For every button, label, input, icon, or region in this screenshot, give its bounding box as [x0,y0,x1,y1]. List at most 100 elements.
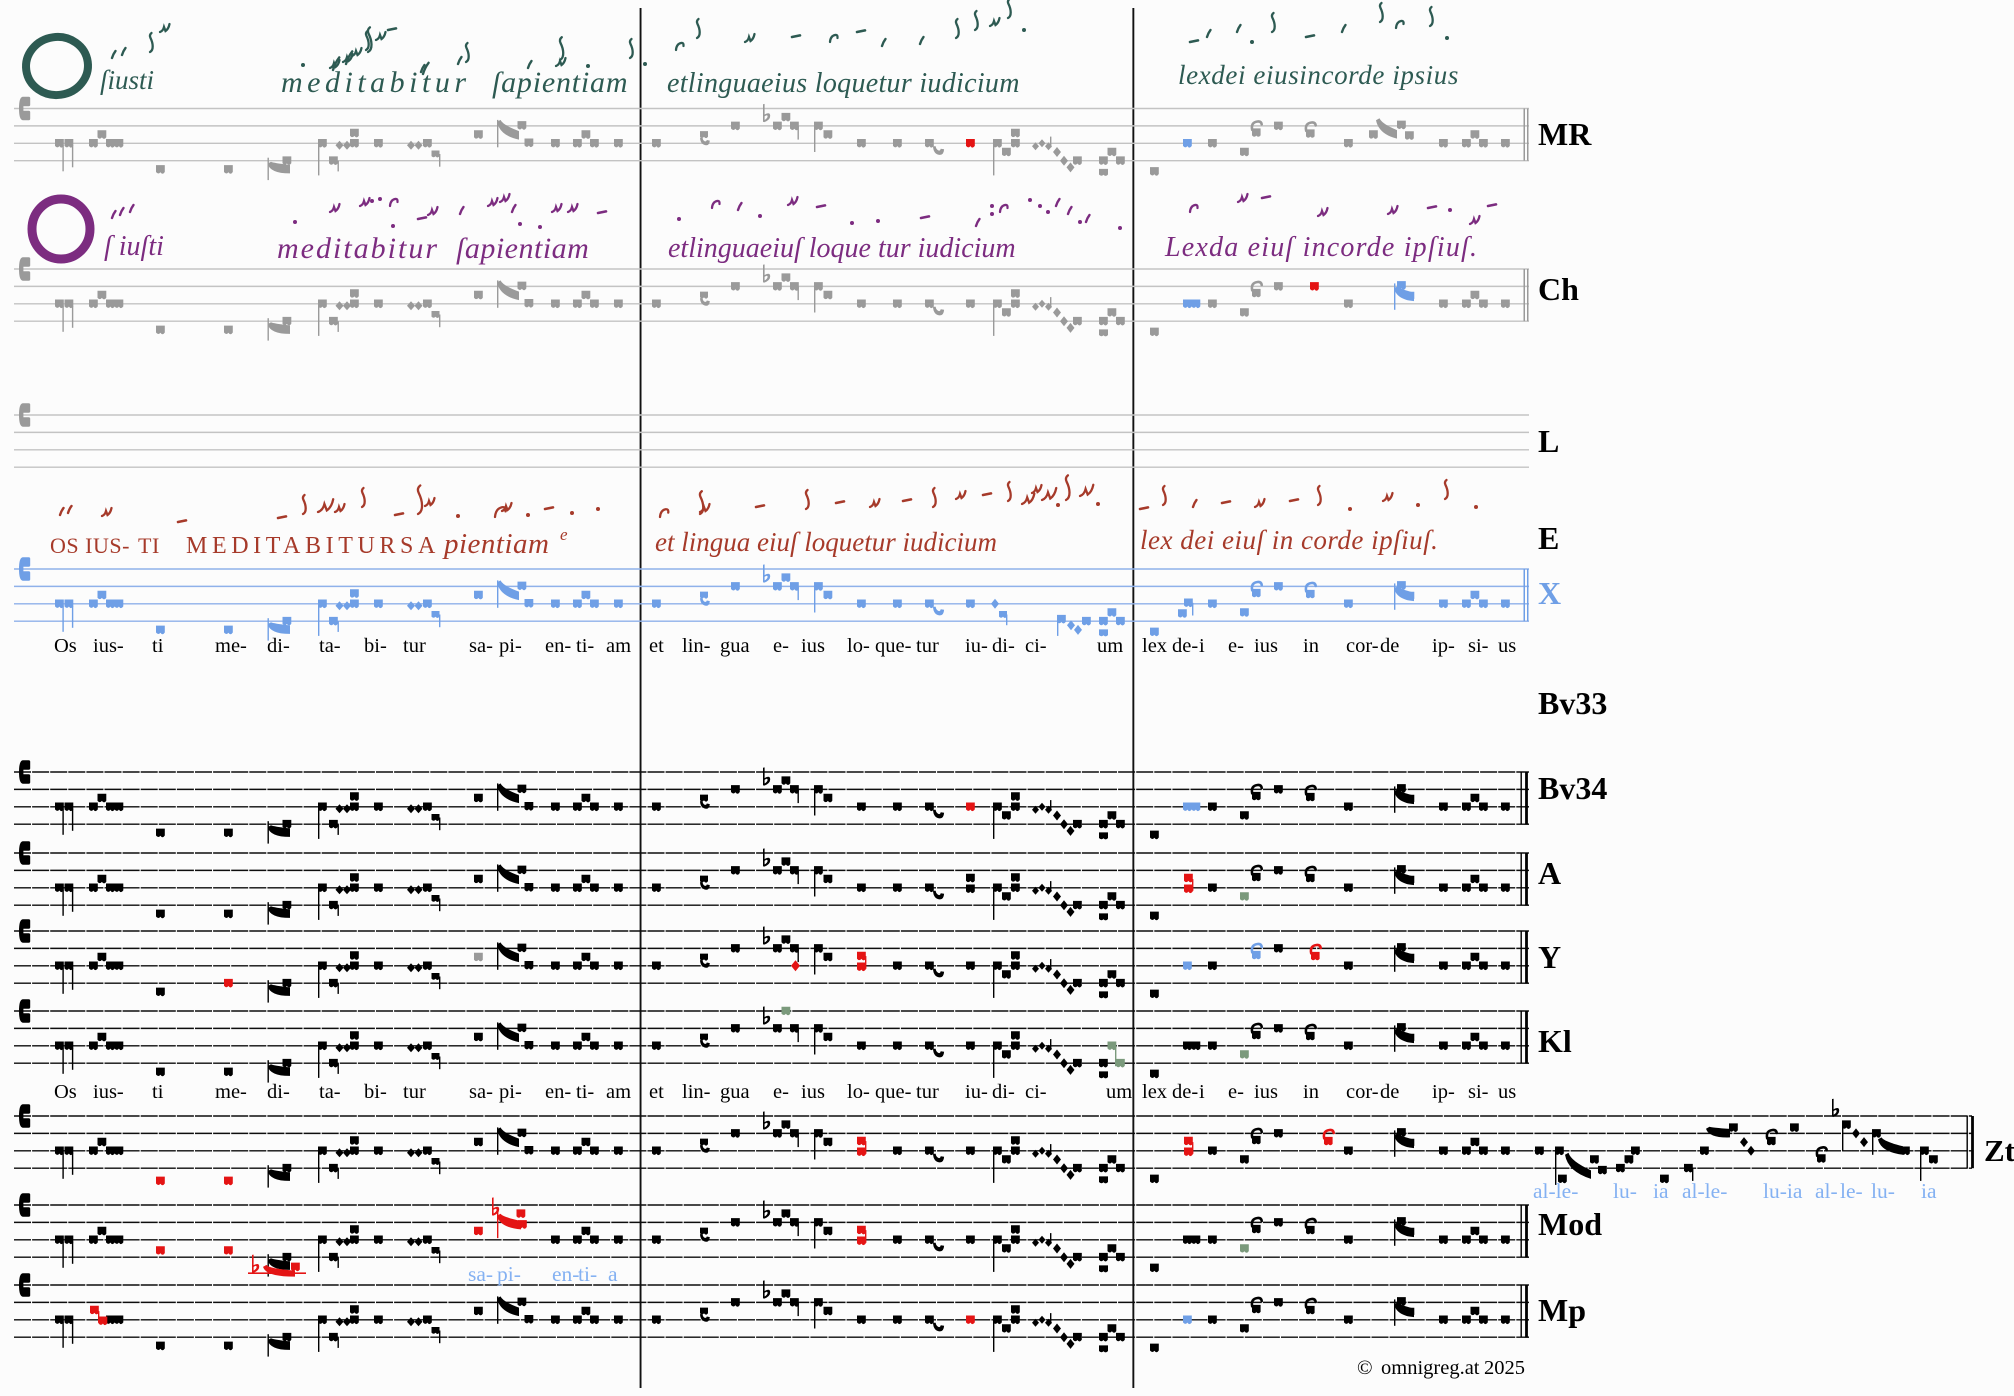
svg-text:Kl: Kl [1538,1023,1572,1059]
svg-text:pi-: pi- [499,635,522,657]
svg-text:Mp: Mp [1538,1292,1586,1328]
svg-text:lu-ia: lu-ia [1763,1179,1803,1203]
svg-text:iu-: iu- [965,1081,988,1103]
svg-text:iu-: iu- [965,635,988,657]
svg-text:ſapientiam: ſapientiam [456,232,589,265]
svg-text:Mod: Mod [1538,1206,1602,1242]
svg-text:lex: lex [1142,635,1167,657]
svg-text:pi-: pi- [497,1262,521,1286]
svg-text:Ch: Ch [1538,271,1579,307]
svg-text:pientiam: pientiam [442,528,550,560]
svg-text:di-: di- [992,635,1015,657]
svg-text:e-: e- [1228,1081,1244,1103]
svg-text:di-: di- [267,1081,290,1103]
svg-text:MEDITABITURSA: MEDITABITURSA [186,533,440,559]
svg-text:etlinguaeius loquetur iudicium: etlinguaeius loquetur iudicium [667,68,1020,99]
svg-text:gua: gua [720,635,750,657]
svg-text:et lingua eiuſ loquetur iudici: et lingua eiuſ loquetur iudicium [655,527,997,557]
svg-text:a: a [608,1262,618,1286]
svg-text:sa-: sa- [469,1081,493,1103]
svg-text:lu-: lu- [1613,1179,1637,1203]
svg-text:am: am [606,635,631,657]
svg-text:bi-: bi- [364,1081,387,1103]
svg-text:lu-: lu- [1871,1179,1895,1203]
svg-text:me-: me- [215,1081,247,1103]
svg-text:meditabitur: meditabitur [281,66,471,99]
svg-text:de: de [1380,635,1399,657]
svg-text:sa-: sa- [469,635,493,657]
svg-text:lo-: lo- [847,1081,870,1103]
svg-text:lin-: lin- [682,635,711,657]
svg-text:si-: si- [1468,1081,1489,1103]
svg-text:lo-: lo- [847,635,870,657]
svg-text:us: us [1498,1081,1516,1103]
svg-text:ip-: ip- [1432,635,1455,657]
svg-text:i: i [1199,635,1205,657]
svg-text:L: L [1538,423,1559,459]
svg-text:am: am [606,1081,631,1103]
svg-text:ſ iuſti: ſ iuſti [104,231,164,262]
svg-text:etlinguaeiuſ loque tur iudiciu: etlinguaeiuſ loque tur iudicium [668,233,1016,264]
svg-text:ci-: ci- [1025,635,1047,657]
svg-text:ci-: ci- [1025,1081,1047,1103]
svg-text:Lexda eiuſ incorde ipſiuſ.: Lexda eiuſ incorde ipſiuſ. [1164,232,1478,263]
svg-text:ti-: ti- [576,1081,594,1103]
svg-text:ia: ia [1921,1179,1937,1203]
svg-text:si-: si- [1468,635,1489,657]
svg-text:ti-: ti- [576,635,594,657]
svg-text:in: in [1303,635,1319,657]
svg-text:i: i [1199,1081,1205,1103]
svg-text:OS IUS-: OS IUS- [50,533,130,558]
svg-text:ius-: ius- [93,1081,124,1103]
svg-text:en-: en- [545,635,571,657]
svg-text:e-: e- [1228,635,1244,657]
svg-text:TI: TI [138,533,160,558]
svg-text:ius: ius [801,1081,825,1103]
svg-text:que-: que- [875,635,912,657]
svg-text:ti-: ti- [578,1262,597,1286]
svg-text:Bv34: Bv34 [1538,770,1607,806]
svg-text:al-le-: al-le- [1533,1179,1578,1203]
svg-text:et: et [649,1081,664,1103]
svg-text:A: A [1538,855,1561,891]
svg-text:2025: 2025 [1484,1357,1525,1379]
svg-text:tur: tur [403,635,426,657]
svg-text:ius: ius [1254,1081,1278,1103]
svg-text:gua: gua [720,1081,750,1103]
svg-text:tur: tur [916,635,939,657]
svg-text:ſapientiam: ſapientiam [492,66,628,99]
svg-text:en-: en- [552,1262,579,1286]
svg-text:meditabitur: meditabitur [277,232,439,265]
svg-text:pi-: pi- [499,1081,522,1103]
svg-text:ius-: ius- [93,635,124,657]
svg-text:um: um [1106,1081,1132,1103]
svg-text:cor-: cor- [1346,635,1379,657]
svg-text:Os: Os [54,635,77,657]
svg-text:tur: tur [916,1081,939,1103]
svg-text:ta-: ta- [319,1081,341,1103]
svg-text:Bv33: Bv33 [1538,685,1607,721]
svg-text:al-: al- [1815,1179,1838,1203]
svg-text:um: um [1097,635,1123,657]
svg-text:lin-: lin- [682,1081,711,1103]
svg-text:di-: di- [992,1081,1015,1103]
svg-text:de-: de- [1172,635,1198,657]
svg-text:tur: tur [403,1081,426,1103]
svg-text:me-: me- [215,635,247,657]
svg-text:sa-: sa- [468,1262,493,1286]
svg-text:cor-: cor- [1346,1081,1379,1103]
svg-text:ip-: ip- [1432,1081,1455,1103]
svg-text:ti: ti [152,635,164,657]
svg-text:de: de [1380,1081,1399,1103]
svg-text:Os: Os [54,1081,77,1103]
svg-text:X: X [1538,575,1561,611]
svg-text:Zt: Zt [1984,1133,2014,1168]
svg-text:al-le-: al-le- [1682,1179,1727,1203]
svg-text:e-: e- [773,635,789,657]
svg-text:lexdei eiusincorde ipsius: lexdei eiusincorde ipsius [1178,60,1459,90]
svg-text:ta-: ta- [319,635,341,657]
svg-text:e: e [560,525,568,544]
svg-text:que-: que- [875,1081,912,1103]
svg-text:ius: ius [1254,635,1278,657]
svg-text:E: E [1538,520,1559,556]
